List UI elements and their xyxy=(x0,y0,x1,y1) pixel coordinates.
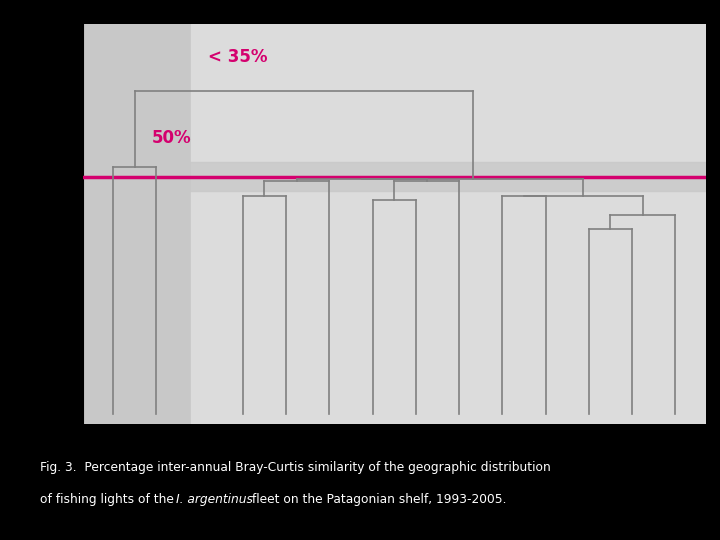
Text: 50%: 50% xyxy=(152,129,192,147)
Bar xyxy=(83,162,706,191)
Text: fleet on the Patagonian shelf, 1993-2005.: fleet on the Patagonian shelf, 1993-2005… xyxy=(248,493,507,506)
Y-axis label: percentage similarity: percentage similarity xyxy=(32,153,45,295)
Bar xyxy=(83,24,191,424)
Text: < 35%: < 35% xyxy=(208,49,268,66)
Text: I. argentinus: I. argentinus xyxy=(176,493,253,506)
Text: Fig. 3.  Percentage inter-annual Bray-Curtis similarity of the geographic distri: Fig. 3. Percentage inter-annual Bray-Cur… xyxy=(40,461,550,474)
Text: of fishing lights of the: of fishing lights of the xyxy=(40,493,177,506)
Bar xyxy=(191,24,706,424)
